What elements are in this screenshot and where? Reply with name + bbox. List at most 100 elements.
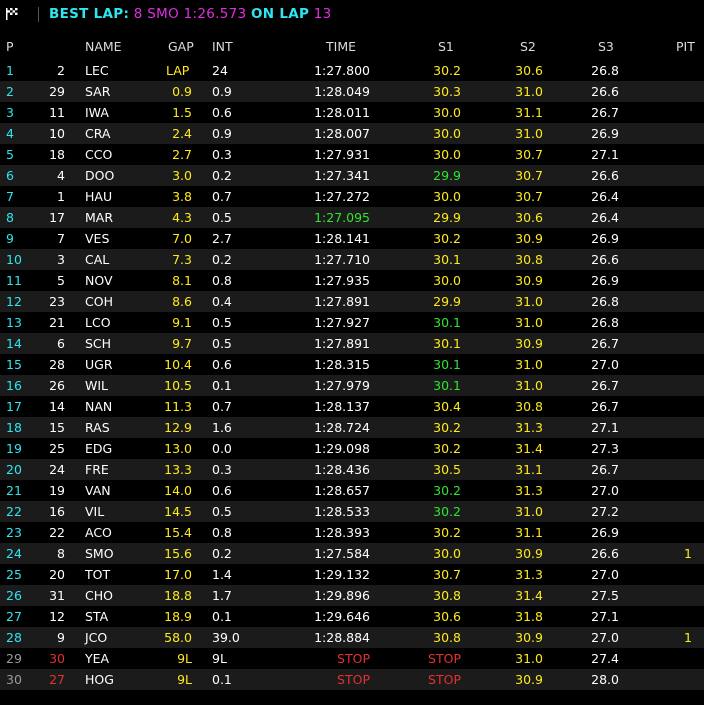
gap-cell: 9L — [177, 651, 192, 666]
table-row[interactable]: 27 12 STA 18.9 0.1 1:29.646 30.6 31.8 27.1 — [0, 606, 704, 627]
position-cell: 19 — [6, 441, 22, 456]
sector1-cell: 30.2 — [433, 441, 461, 456]
table-row[interactable]: 20 24 FRE 13.3 0.3 1:28.436 30.5 31.1 26.7 — [0, 459, 704, 480]
position-cell: 28 — [6, 630, 22, 645]
driver-name-cell: CAL — [85, 252, 110, 267]
sector3-cell: 26.9 — [591, 126, 619, 141]
driver-name-cell: DOO — [85, 168, 115, 183]
best-lap-detail: 8 SMO 1:26.573 — [133, 6, 247, 22]
interval-cell: 0.7 — [212, 399, 232, 414]
gap-cell: 13.3 — [164, 462, 192, 477]
sector1-cell: 30.2 — [433, 525, 461, 540]
table-row[interactable]: 29 30 YEA 9L 9L STOP STOP 31.0 27.4 — [0, 648, 704, 669]
car-number-cell: 26 — [49, 378, 65, 393]
table-row[interactable]: 8 17 MAR 4.3 0.5 1:27.095 29.9 30.6 26.4 — [0, 207, 704, 228]
table-row[interactable]: 11 5 NOV 8.1 0.8 1:27.935 30.0 30.9 26.9 — [0, 270, 704, 291]
car-number-cell: 9 — [57, 630, 65, 645]
table-row[interactable]: 18 15 RAS 12.9 1.6 1:28.724 30.2 31.3 27.1 — [0, 417, 704, 438]
table-row[interactable]: 24 8 SMO 15.6 0.2 1:27.584 30.0 30.9 26.6 1 — [0, 543, 704, 564]
table-row[interactable]: 14 6 SCH 9.7 0.5 1:27.891 30.1 30.9 26.7 — [0, 333, 704, 354]
table-row[interactable]: 16 26 WIL 10.5 0.1 1:27.979 30.1 31.0 26.7 — [0, 375, 704, 396]
sector3-cell: 26.4 — [591, 210, 619, 225]
sector1-cell: 30.8 — [433, 630, 461, 645]
sector3-cell: 26.7 — [591, 336, 619, 351]
sector1-cell: 30.3 — [433, 84, 461, 99]
table-row[interactable]: 2 29 SAR 0.9 0.9 1:28.049 30.3 31.0 26.6 — [0, 81, 704, 102]
best-lap-header: BEST LAP: 8 SMO 1:26.573 ON LAP 13 — [0, 0, 704, 30]
sector2-cell: 30.9 — [515, 273, 543, 288]
col-gap: GAP — [168, 39, 194, 54]
sector1-cell: 30.1 — [433, 252, 461, 267]
table-row[interactable]: 21 19 VAN 14.0 0.6 1:28.657 30.2 31.3 27.0 — [0, 480, 704, 501]
lap-time-cell: 1:27.341 — [314, 168, 370, 183]
table-row[interactable]: 25 20 TOT 17.0 1.4 1:29.132 30.7 31.3 27.0 — [0, 564, 704, 585]
gap-cell: 18.9 — [164, 609, 192, 624]
lap-time-cell: 1:28.011 — [314, 105, 370, 120]
interval-cell: 0.2 — [212, 168, 232, 183]
interval-cell: 2.7 — [212, 231, 232, 246]
interval-cell: 9L — [212, 651, 227, 666]
interval-cell: 0.6 — [212, 105, 232, 120]
sector3-cell: 27.1 — [591, 609, 619, 624]
checkered-flag-icon — [5, 7, 19, 24]
table-row[interactable]: 26 31 CHO 18.8 1.7 1:29.896 30.8 31.4 27.5 — [0, 585, 704, 606]
table-row[interactable]: 19 25 EDG 13.0 0.0 1:29.098 30.2 31.4 27.3 — [0, 438, 704, 459]
column-headers: P NAME GAP INT TIME S1 S2 S3 PIT — [0, 38, 704, 56]
driver-name-cell: SMO — [85, 546, 114, 561]
car-number-cell: 22 — [49, 525, 65, 540]
table-row[interactable]: 13 21 LCO 9.1 0.5 1:27.927 30.1 31.0 26.8 — [0, 312, 704, 333]
table-row[interactable]: 30 27 HOG 9L 0.1 STOP STOP 30.9 28.0 — [0, 669, 704, 690]
gap-cell: 8.1 — [172, 273, 192, 288]
sector1-cell: 30.1 — [433, 378, 461, 393]
gap-cell: 10.5 — [164, 378, 192, 393]
lap-time-cell: 1:28.007 — [314, 126, 370, 141]
table-row[interactable]: 17 14 NAN 11.3 0.7 1:28.137 30.4 30.8 26.7 — [0, 396, 704, 417]
table-row[interactable]: 23 22 ACO 15.4 0.8 1:28.393 30.2 31.1 26.9 — [0, 522, 704, 543]
position-cell: 15 — [6, 357, 22, 372]
col-s1: S1 — [438, 39, 454, 54]
car-number-cell: 29 — [49, 84, 65, 99]
lap-time-cell: 1:28.884 — [314, 630, 370, 645]
gap-cell: 0.9 — [172, 84, 192, 99]
car-number-cell: 10 — [49, 126, 65, 141]
sector1-cell: 29.9 — [433, 294, 461, 309]
col-s2: S2 — [520, 39, 536, 54]
car-number-cell: 8 — [57, 546, 65, 561]
lap-time-cell: 1:27.931 — [314, 147, 370, 162]
header-divider — [38, 7, 39, 22]
sector1-cell: 30.7 — [433, 567, 461, 582]
car-number-cell: 15 — [49, 420, 65, 435]
car-number-cell: 24 — [49, 462, 65, 477]
sector1-cell: 30.1 — [433, 315, 461, 330]
driver-name-cell: NOV — [85, 273, 113, 288]
table-row[interactable]: 12 23 COH 8.6 0.4 1:27.891 29.9 31.0 26.8 — [0, 291, 704, 312]
table-row[interactable]: 22 16 VIL 14.5 0.5 1:28.533 30.2 31.0 27.2 — [0, 501, 704, 522]
interval-cell: 0.2 — [212, 252, 232, 267]
table-row[interactable]: 6 4 DOO 3.0 0.2 1:27.341 29.9 30.7 26.6 — [0, 165, 704, 186]
position-cell: 3 — [6, 105, 14, 120]
driver-name-cell: RAS — [85, 420, 110, 435]
interval-cell: 0.3 — [212, 462, 232, 477]
table-row[interactable]: 28 9 JCO 58.0 39.0 1:28.884 30.8 30.9 27.0 1 — [0, 627, 704, 648]
sector3-cell: 26.7 — [591, 105, 619, 120]
table-row[interactable]: 9 7 VES 7.0 2.7 1:28.141 30.2 30.9 26.9 — [0, 228, 704, 249]
position-cell: 23 — [6, 525, 22, 540]
col-name: NAME — [85, 39, 122, 54]
sector1-cell: 30.2 — [433, 63, 461, 78]
table-row[interactable]: 7 1 HAU 3.8 0.7 1:27.272 30.0 30.7 26.4 — [0, 186, 704, 207]
driver-name-cell: IWA — [85, 105, 109, 120]
col-pit: PIT — [676, 39, 695, 54]
sector1-cell: STOP — [428, 651, 461, 666]
table-row[interactable]: 3 11 IWA 1.5 0.6 1:28.011 30.0 31.1 26.7 — [0, 102, 704, 123]
table-row[interactable]: 4 10 CRA 2.4 0.9 1:28.007 30.0 31.0 26.9 — [0, 123, 704, 144]
gap-cell: 14.5 — [164, 504, 192, 519]
sector1-cell: 30.0 — [433, 105, 461, 120]
table-row[interactable]: 1 2 LEC LAP 24 1:27.800 30.2 30.6 26.8 — [0, 60, 704, 81]
table-row[interactable]: 15 28 UGR 10.4 0.6 1:28.315 30.1 31.0 27.0 — [0, 354, 704, 375]
sector2-cell: 31.3 — [515, 483, 543, 498]
table-row[interactable]: 5 18 CCO 2.7 0.3 1:27.931 30.0 30.7 27.1 — [0, 144, 704, 165]
table-row[interactable]: 10 3 CAL 7.3 0.2 1:27.710 30.1 30.8 26.6 — [0, 249, 704, 270]
lap-time-cell: 1:27.095 — [314, 210, 370, 225]
interval-cell: 0.0 — [212, 441, 232, 456]
pit-count-cell: 1 — [684, 630, 692, 645]
